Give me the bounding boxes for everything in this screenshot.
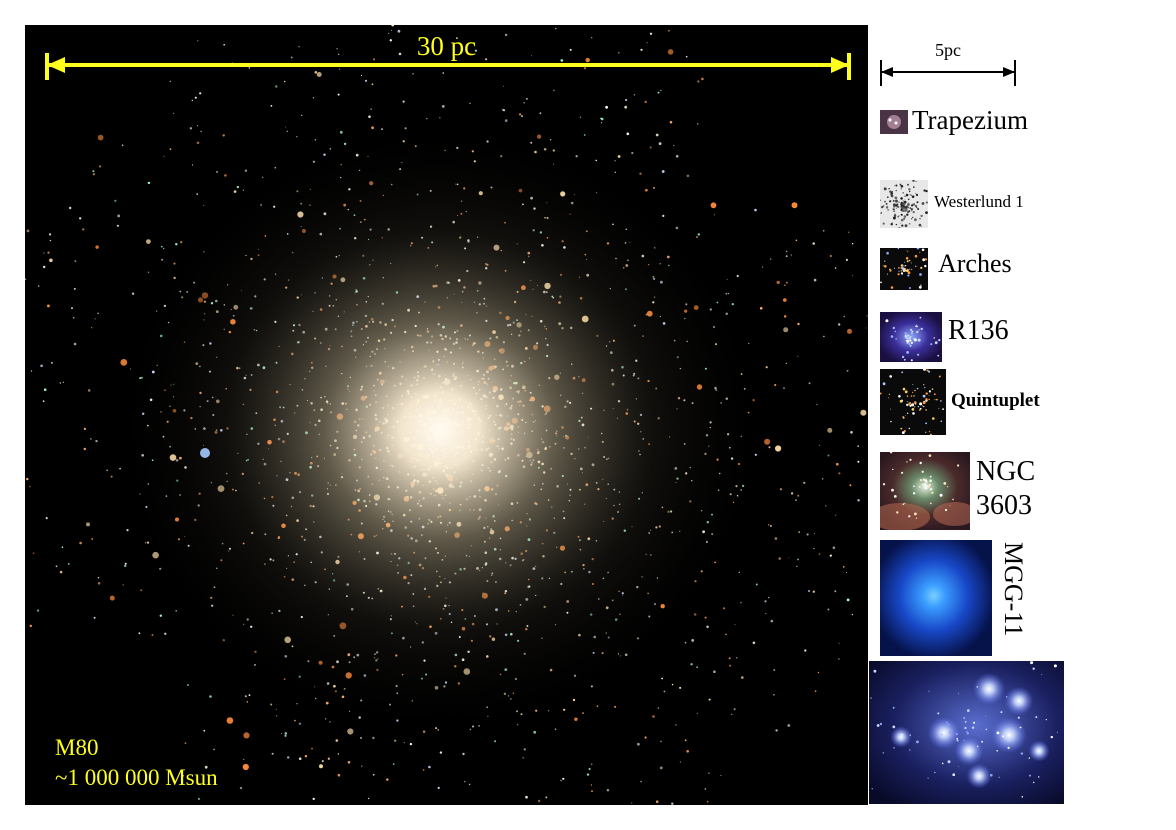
arches-label: Arches: [938, 249, 1012, 278]
masked-corner-bottom-left: [25, 640, 180, 805]
r136-thumbnail: [880, 312, 942, 362]
side-scale-bar: 5pc: [878, 40, 1018, 90]
westerlund-1-label: Westerlund 1: [934, 192, 1024, 211]
ngc-3603-label-line1: NGC: [976, 456, 1036, 487]
m80-starfield: [25, 25, 868, 805]
cluster-name: M80: [55, 735, 99, 761]
quintuplet-label: Quintuplet: [951, 390, 1040, 411]
mgg-11-thumbnail: [880, 540, 992, 656]
cluster-caption: M80 ~1 000 000 Msun: [55, 733, 218, 793]
ngc-3603-thumbnail: [880, 452, 970, 530]
side-scale-label: 5pc: [935, 40, 961, 60]
r136-label: R136: [948, 315, 1009, 346]
mgg-11-label: MGG-11: [999, 542, 1028, 637]
pleiades-thumbnail: [869, 661, 1064, 804]
m80-cluster-image: 30 pc M80 ~1 000 000 Msun: [25, 25, 868, 805]
arches-thumbnail: [880, 248, 928, 290]
quintuplet-thumbnail: [880, 369, 946, 435]
scale-bar-30pc: [45, 53, 851, 80]
masked-corner-top-right: [705, 25, 868, 205]
scale-bar-label: 30 pc: [416, 31, 477, 61]
trapezium-label: Trapezium: [912, 105, 1028, 135]
trapezium-thumbnail: [880, 110, 908, 134]
ngc-3603-label: NGC 3603: [976, 455, 1035, 522]
side-scale-arrow: [880, 60, 1016, 86]
westerlund-1-thumbnail: [880, 180, 928, 228]
cluster-core-glow: [110, 120, 770, 740]
cluster-mass: ~1 000 000 Msun: [55, 765, 218, 791]
ngc-3603-label-line2: 3603: [976, 489, 1032, 521]
